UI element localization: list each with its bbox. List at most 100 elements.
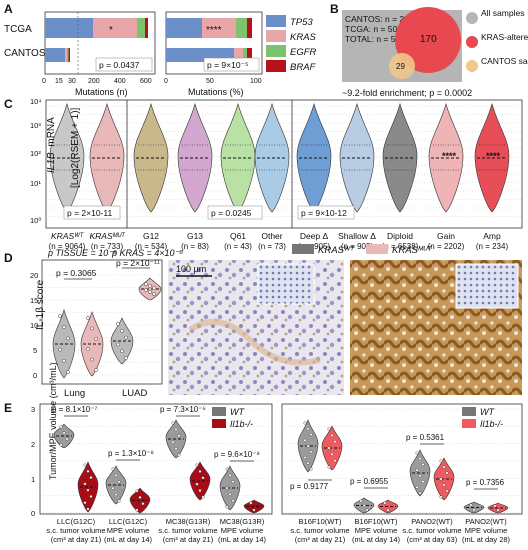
e-point	[225, 467, 229, 471]
c-ylabel: IL1B mRNA	[46, 117, 57, 173]
p-right: p = 9×10⁻⁵	[207, 60, 249, 70]
c-xlabel-n-1: (n = 733)	[91, 242, 124, 251]
c-p3: p = 9×10-12	[301, 208, 347, 218]
e-point	[249, 501, 253, 505]
e-point	[228, 492, 232, 496]
legend-b-cantos-label: CANTOS samples	[481, 56, 528, 66]
d-point	[120, 349, 124, 354]
e-p-right-0: p = 0.9177	[290, 482, 329, 491]
c-xlabel-5: Other	[261, 231, 282, 241]
tick-right-1: 50	[206, 78, 214, 85]
legend-b-kras	[466, 36, 478, 48]
e-p-right-2: p = 0.5361	[406, 433, 445, 442]
e-p-left-3: p = 9.6×10⁻⁸	[214, 450, 260, 459]
d-ytick-3: 15	[30, 296, 38, 305]
row-label-cantos: CANTOS	[4, 48, 46, 59]
e-point	[327, 427, 331, 431]
d-point	[86, 316, 90, 320]
e-point	[442, 465, 446, 469]
p-box-left	[95, 57, 153, 72]
d-p-kras: p KRAS = 4×10⁻⁸	[111, 248, 183, 258]
b-line-1: CANTOS: n = 29	[345, 14, 409, 24]
e-point	[114, 473, 118, 477]
bar-cantos-tp53	[45, 48, 65, 62]
e-point	[177, 434, 181, 438]
plot-frame-right	[165, 11, 263, 75]
panel-a: TCGA CANTOS * p = 0.0437 0 15 30 200 400…	[4, 11, 317, 97]
e-point	[418, 491, 422, 495]
e-point	[306, 427, 310, 431]
d-point	[152, 292, 156, 296]
c-pbox-2	[207, 205, 263, 220]
b-caption: ~9.2-fold enrichment; p = 0.0002	[342, 88, 472, 98]
e-point	[83, 501, 87, 505]
c-xlabel-9: Gain	[437, 231, 455, 241]
e-point	[111, 486, 115, 490]
e-ytick-1: 1	[31, 475, 35, 484]
e-point	[330, 433, 334, 437]
tick-left-0: 0	[42, 78, 46, 85]
legend-label-tp53: TP53	[290, 17, 313, 28]
venn-big-value: 170	[420, 34, 437, 45]
e-point	[303, 438, 307, 442]
e-xlabel-left-3-0: MC38(G13R)	[220, 517, 265, 526]
tick-right-2: 100	[250, 78, 262, 85]
e-violins	[53, 415, 509, 514]
e-xlabel-right-3-0: PANO2(WT)	[465, 517, 507, 526]
star-right: ****	[206, 25, 222, 36]
e-point	[174, 447, 178, 451]
e-point	[309, 433, 313, 437]
panel-c: IL1B mRNA [Log2(RSEM + 1)] 10⁰ 10¹ 10² 1…	[30, 97, 523, 251]
c-xlabel-2: G12	[143, 231, 159, 241]
e-point	[117, 480, 121, 484]
d-point	[90, 357, 94, 362]
e-point	[421, 480, 425, 484]
e-xlabel-right-1-2: (mL at day 14)	[352, 535, 401, 544]
tick-left-4: 400	[114, 78, 126, 85]
e-p-left-2: p = 7.3×10⁻⁵	[160, 405, 206, 414]
e-ylabel: Tumor/MPE volume (cm³/mL)	[48, 362, 58, 480]
e-point	[195, 482, 199, 486]
e-xlabel-left-2-1: s.c. tumor volume	[158, 526, 217, 535]
b-line-3: TOTAL: n = 536	[345, 34, 405, 44]
c-xlabel-n-4: (n = 43)	[224, 242, 252, 251]
e-xlabel-left-2-0: MC38(G13R)	[166, 517, 211, 526]
bar-tcga-egfr	[137, 18, 145, 38]
legend-swatch-braf	[266, 60, 286, 72]
d-violin-0	[52, 308, 76, 379]
e-point	[252, 508, 256, 512]
ihc-inset-mut	[455, 263, 519, 309]
ihc-inset-wt	[257, 263, 315, 305]
e-point	[177, 453, 181, 457]
e-point	[201, 495, 205, 499]
e-point	[445, 489, 449, 493]
e-point	[135, 489, 139, 493]
c-xlabel-n-0: (n = 9064)	[49, 242, 86, 251]
e-point	[59, 443, 63, 447]
c-star-gain: ****	[442, 151, 457, 161]
tick-left-1: 15	[55, 78, 63, 85]
d-ylabel: IL-1β score	[35, 279, 46, 330]
e-legend-left-ko-swatch	[212, 419, 226, 428]
e-xlabel-left-2-2: (cm³ at day 21)	[163, 535, 214, 544]
e-point	[415, 485, 419, 489]
d-point	[148, 290, 152, 294]
d-point	[62, 325, 66, 330]
c-ylabel-2: [Log2(RSEM + 1)]	[70, 107, 81, 188]
panel-b: CANTOS: n = 29 TCGA: n = 507 TOTAL: n = …	[342, 7, 528, 98]
e-point	[114, 493, 118, 497]
d-point	[120, 328, 124, 333]
plot-frame-e-left	[39, 403, 273, 515]
d-p-lung: p = 0.3065	[56, 268, 97, 278]
d-p-luad: p = 2×10⁻¹¹	[116, 258, 160, 268]
d-legend-mut-swatch	[366, 244, 388, 254]
d-point	[148, 284, 152, 288]
c-p1: p = 2×10-11	[67, 208, 112, 218]
e-point	[225, 486, 229, 490]
c-xlabel-n-8: (n = 6538)	[382, 242, 419, 251]
legend-label-braf: BRAF	[290, 62, 317, 73]
e-point	[141, 502, 145, 506]
e-point	[327, 446, 331, 450]
e-point	[195, 463, 199, 467]
c-xlabels: KRASᵂᵀ(n = 9064)KRASᴹᵁᵀ(n = 733)G12(n = …	[49, 231, 509, 251]
